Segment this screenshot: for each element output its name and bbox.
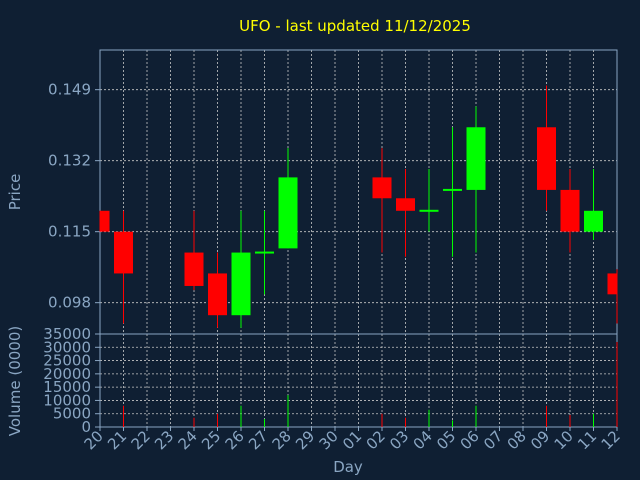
volume-tick-label: 15000 — [43, 378, 91, 396]
chart-title: UFO - last updated 11/12/2025 — [239, 17, 471, 35]
volume-tick-label: 30000 — [43, 338, 91, 356]
candle-body — [208, 273, 227, 316]
price-tick-label: 0.098 — [48, 294, 91, 312]
volume-bars — [123, 341, 618, 427]
candle-body — [278, 177, 298, 249]
volume-tick-label: 0 — [81, 418, 91, 436]
volume-axis-label: Volume (0000) — [6, 326, 24, 436]
x-axis-label: Day — [333, 458, 363, 476]
volume-tick-label: 10000 — [43, 391, 91, 409]
candle-body — [100, 210, 110, 232]
candle-body — [184, 252, 204, 286]
candle-body — [584, 210, 603, 232]
price-tick-labels: 0.098 0.115 0.132 0.149 — [48, 81, 100, 312]
candle-body — [419, 209, 439, 212]
candle-body — [466, 127, 486, 190]
price-tick-label: 0.115 — [48, 223, 91, 241]
candle-body — [255, 251, 274, 254]
price-axis-label: Price — [6, 174, 24, 211]
price-tick-label: 0.132 — [48, 152, 91, 170]
volume-tick-label: 35000 — [43, 325, 91, 343]
candle-body — [231, 252, 251, 316]
price-tick-label: 0.149 — [48, 81, 91, 99]
candle-body — [560, 189, 580, 232]
candle-body — [396, 198, 415, 211]
volume-tick-label: 5000 — [53, 405, 91, 423]
volume-tick-label: 20000 — [43, 365, 91, 383]
candle-body — [607, 273, 617, 295]
candles — [99, 85, 618, 328]
candle-body — [537, 127, 556, 190]
candle-body — [114, 231, 133, 274]
candle-body — [443, 188, 462, 191]
x-tick-labels: 2021222324252627282930010203040506070809… — [81, 427, 624, 453]
volume-tick-label: 25000 — [43, 352, 91, 370]
candle-body — [372, 177, 392, 199]
